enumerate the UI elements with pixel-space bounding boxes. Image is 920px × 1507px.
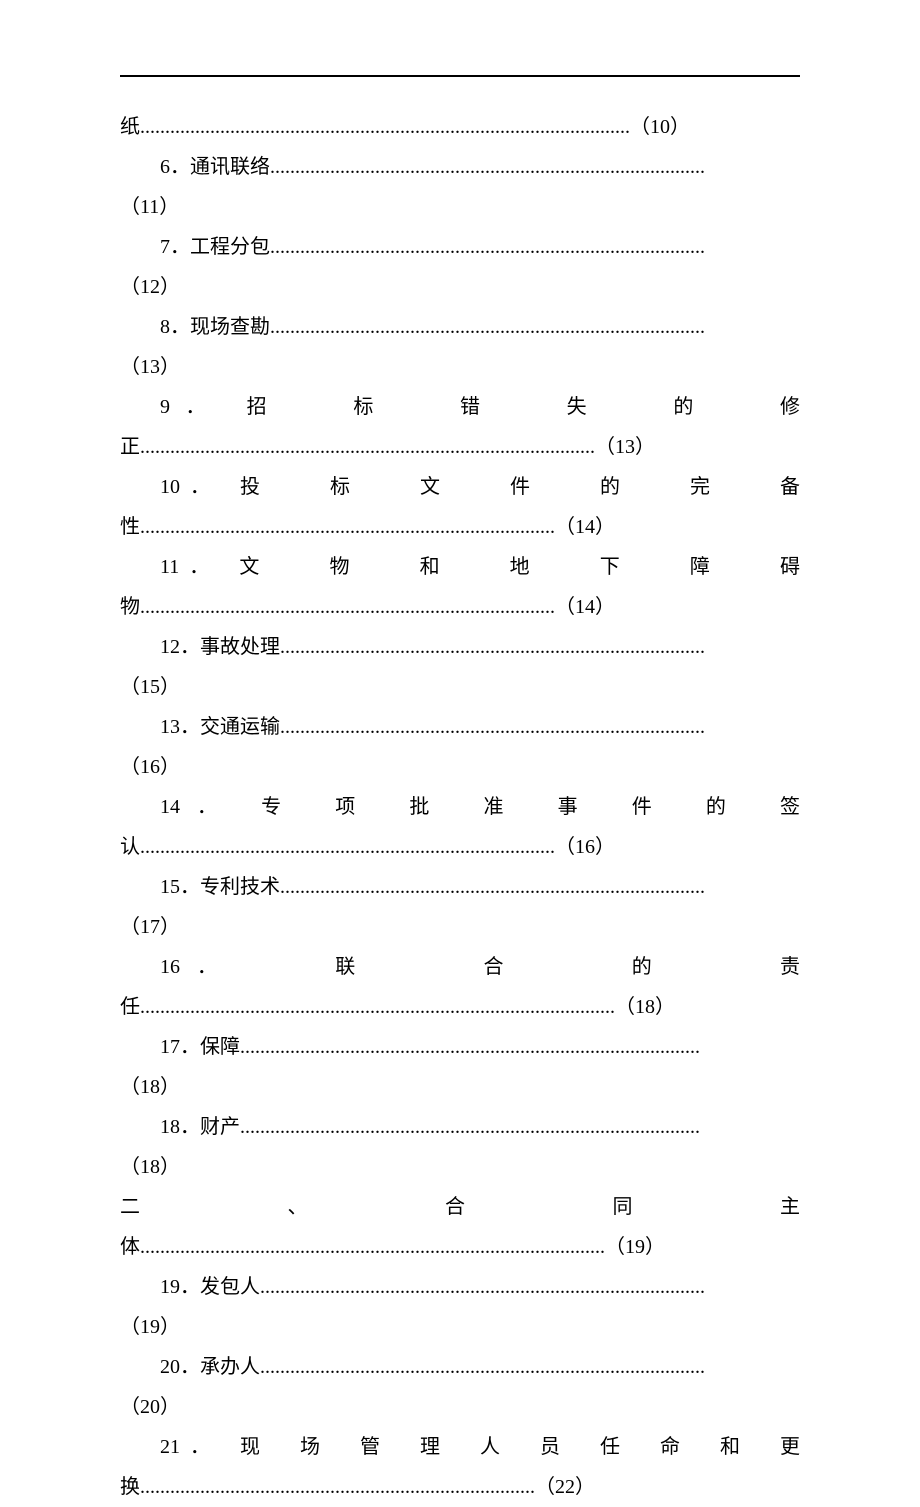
toc-line-11b: 物.......................................… bbox=[120, 587, 800, 627]
header-rule bbox=[120, 75, 800, 77]
toc-line-10a: 10． 投 标 文 件 的 完 备 bbox=[120, 467, 800, 507]
toc-line-12b: （15） bbox=[120, 667, 800, 707]
toc-line-8b: （13） bbox=[120, 347, 800, 387]
toc-line-13b: （16） bbox=[120, 747, 800, 787]
toc-line-9b: 正.......................................… bbox=[120, 427, 800, 467]
toc-line-13a: 13．交通运输.................................… bbox=[120, 707, 800, 747]
toc-line-20b: （20） bbox=[120, 1387, 800, 1427]
toc-section-2a: 二 、 合 同 主 bbox=[120, 1187, 800, 1227]
toc-line-12a: 12．事故处理.................................… bbox=[120, 627, 800, 667]
toc-line-18a: 18．财产...................................… bbox=[120, 1107, 800, 1147]
toc-line-8a: 8．现场查勘..................................… bbox=[120, 307, 800, 347]
toc-line-9a: 9． 招 标 错 失 的 修 bbox=[120, 387, 800, 427]
toc-line-16b: 任.......................................… bbox=[120, 987, 800, 1027]
toc-line-21a: 21． 现 场 管 理 人 员 任 命 和 更 bbox=[120, 1427, 800, 1467]
toc-line-15b: （17） bbox=[120, 907, 800, 947]
toc-line-21b: 换.......................................… bbox=[120, 1467, 800, 1507]
toc-content: 纸.......................................… bbox=[120, 107, 800, 1507]
toc-line-6b: （11） bbox=[120, 187, 800, 227]
toc-line-18b: （18） bbox=[120, 1147, 800, 1187]
toc-line-20a: 20．承办人..................................… bbox=[120, 1347, 800, 1387]
toc-line-14b: 认.......................................… bbox=[120, 827, 800, 867]
toc-line-17b: （18） bbox=[120, 1067, 800, 1107]
page-container: 纸.......................................… bbox=[120, 75, 800, 1507]
toc-line-15a: 15．专利技术.................................… bbox=[120, 867, 800, 907]
toc-line-6a: 6．通讯联络..................................… bbox=[120, 147, 800, 187]
toc-line-19b: （19） bbox=[120, 1307, 800, 1347]
toc-line-19a: 19．发包人..................................… bbox=[120, 1267, 800, 1307]
toc-line-5-cont: 纸.......................................… bbox=[120, 107, 800, 147]
toc-line-17a: 17．保障...................................… bbox=[120, 1027, 800, 1067]
toc-line-14a: 14． 专 项 批 准 事 件 的 签 bbox=[120, 787, 800, 827]
toc-line-16a: 16． 联 合 的 责 bbox=[120, 947, 800, 987]
toc-line-7b: （12） bbox=[120, 267, 800, 307]
toc-line-7a: 7．工程分包..................................… bbox=[120, 227, 800, 267]
toc-line-11a: 11． 文 物 和 地 下 障 碍 bbox=[120, 547, 800, 587]
toc-line-10b: 性.......................................… bbox=[120, 507, 800, 547]
toc-section-2b: 体.......................................… bbox=[120, 1227, 800, 1267]
